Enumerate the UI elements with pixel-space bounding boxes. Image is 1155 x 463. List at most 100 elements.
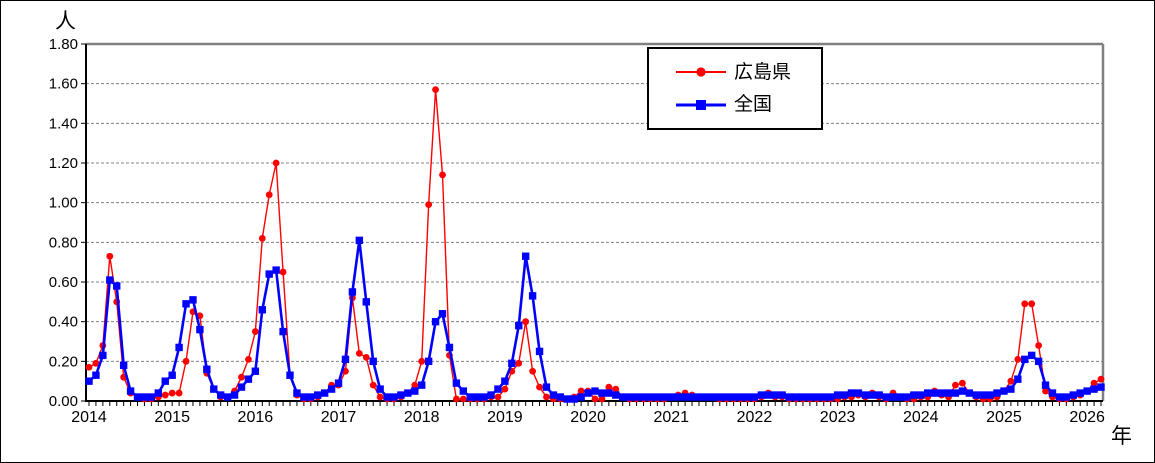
data-point-square	[778, 391, 786, 399]
data-point-square	[390, 393, 398, 401]
data-point-square	[653, 393, 662, 401]
data-point-square	[944, 389, 953, 397]
data-point-square	[404, 389, 412, 397]
data-point-circle	[1042, 387, 1049, 395]
data-point-square	[300, 393, 308, 401]
x-year-label: 2024	[903, 409, 939, 426]
data-point-square	[875, 391, 883, 399]
data-point-circle	[1007, 377, 1015, 385]
data-point-square	[757, 391, 766, 399]
data-point-square	[722, 393, 731, 401]
data-point-circle	[494, 393, 502, 401]
legend-label-zenkoku: 全国	[734, 94, 773, 116]
data-point-square	[196, 325, 204, 334]
data-point-square	[154, 389, 163, 397]
data-point-square	[424, 357, 433, 366]
data-point-square	[674, 393, 682, 401]
data-point-square	[695, 393, 703, 401]
data-point-square	[556, 393, 565, 401]
data-point-circle	[355, 350, 363, 357]
x-axis-ticks	[88, 401, 1102, 406]
data-point-square	[376, 385, 384, 393]
data-point-square	[965, 389, 974, 397]
data-point-square	[1055, 393, 1064, 401]
series-hiroshima	[85, 86, 1105, 403]
data-point-square	[993, 389, 1001, 397]
data-point-square	[480, 393, 488, 401]
data-point-circle	[432, 86, 439, 94]
data-point-square	[293, 389, 301, 397]
data-point-square	[203, 365, 211, 373]
data-point-circle	[85, 363, 93, 371]
data-point-square	[910, 391, 918, 399]
data-point-square	[528, 292, 537, 300]
data-point-square	[889, 393, 897, 401]
x-axis-year-labels: 2014 2015 2016 2017 2018 2019 2020 2021 2022 2023…	[71, 409, 1105, 426]
data-point-circle	[279, 268, 287, 276]
legend: 広島県 全国	[647, 47, 823, 130]
data-point-square	[320, 389, 329, 397]
data-point-circle	[265, 191, 273, 199]
data-point-square	[1034, 357, 1043, 366]
data-point-square	[903, 393, 911, 401]
data-point-square	[521, 252, 530, 260]
data-point-square	[688, 393, 696, 401]
data-point-square	[681, 393, 689, 401]
data-point-square	[840, 391, 849, 399]
data-point-square	[937, 389, 946, 397]
data-point-square	[230, 391, 239, 399]
data-point-circle	[245, 355, 252, 363]
data-point-square	[570, 395, 578, 403]
data-point-square	[660, 393, 669, 401]
series-line	[88, 89, 1102, 400]
data-point-square	[542, 383, 551, 391]
y-tick-label: 0.40	[49, 314, 78, 331]
x-year-label: 2014	[71, 409, 107, 426]
data-point-square	[327, 385, 336, 393]
data-point-square	[244, 375, 253, 383]
data-point-circle	[1021, 300, 1029, 308]
data-point-square	[930, 389, 939, 397]
x-year-label: 2016	[238, 409, 274, 426]
data-point-square	[549, 391, 558, 399]
data-point-square	[161, 377, 169, 385]
data-point-circle	[452, 395, 460, 403]
data-point-square	[119, 361, 128, 369]
data-point-square	[882, 393, 890, 401]
data-point-square	[99, 351, 107, 360]
data-point-circle	[182, 357, 190, 365]
data-point-square	[286, 371, 294, 379]
data-point-square	[709, 393, 717, 401]
data-point-circle	[577, 387, 585, 395]
data-point-square	[1083, 387, 1091, 395]
data-point-square	[771, 391, 779, 399]
x-year-label: 2020	[570, 409, 606, 426]
data-point-square	[820, 393, 828, 401]
x-year-label: 2021	[653, 409, 689, 426]
data-point-square	[639, 393, 648, 401]
data-point-square	[729, 393, 738, 401]
data-point-square	[584, 389, 592, 397]
data-point-circle	[369, 381, 377, 389]
data-point-square	[1076, 389, 1084, 397]
data-point-square	[85, 377, 93, 385]
data-point-circle	[529, 367, 537, 375]
data-point-square	[466, 393, 474, 401]
y-gridlines	[86, 83, 1103, 362]
y-tick-label: 1.40	[49, 115, 78, 132]
data-point-square	[106, 276, 114, 284]
data-point-circle	[411, 381, 419, 389]
data-point-circle	[272, 159, 280, 167]
data-point-circle	[1035, 342, 1043, 349]
data-point-square	[716, 393, 724, 401]
data-point-circle	[175, 389, 183, 397]
data-point-square	[847, 389, 856, 397]
data-point-square	[799, 393, 807, 401]
data-point-square	[175, 343, 183, 352]
data-point-square	[341, 355, 350, 364]
data-point-square	[251, 367, 260, 375]
data-point-circle	[958, 379, 966, 387]
data-point-square	[833, 391, 842, 399]
